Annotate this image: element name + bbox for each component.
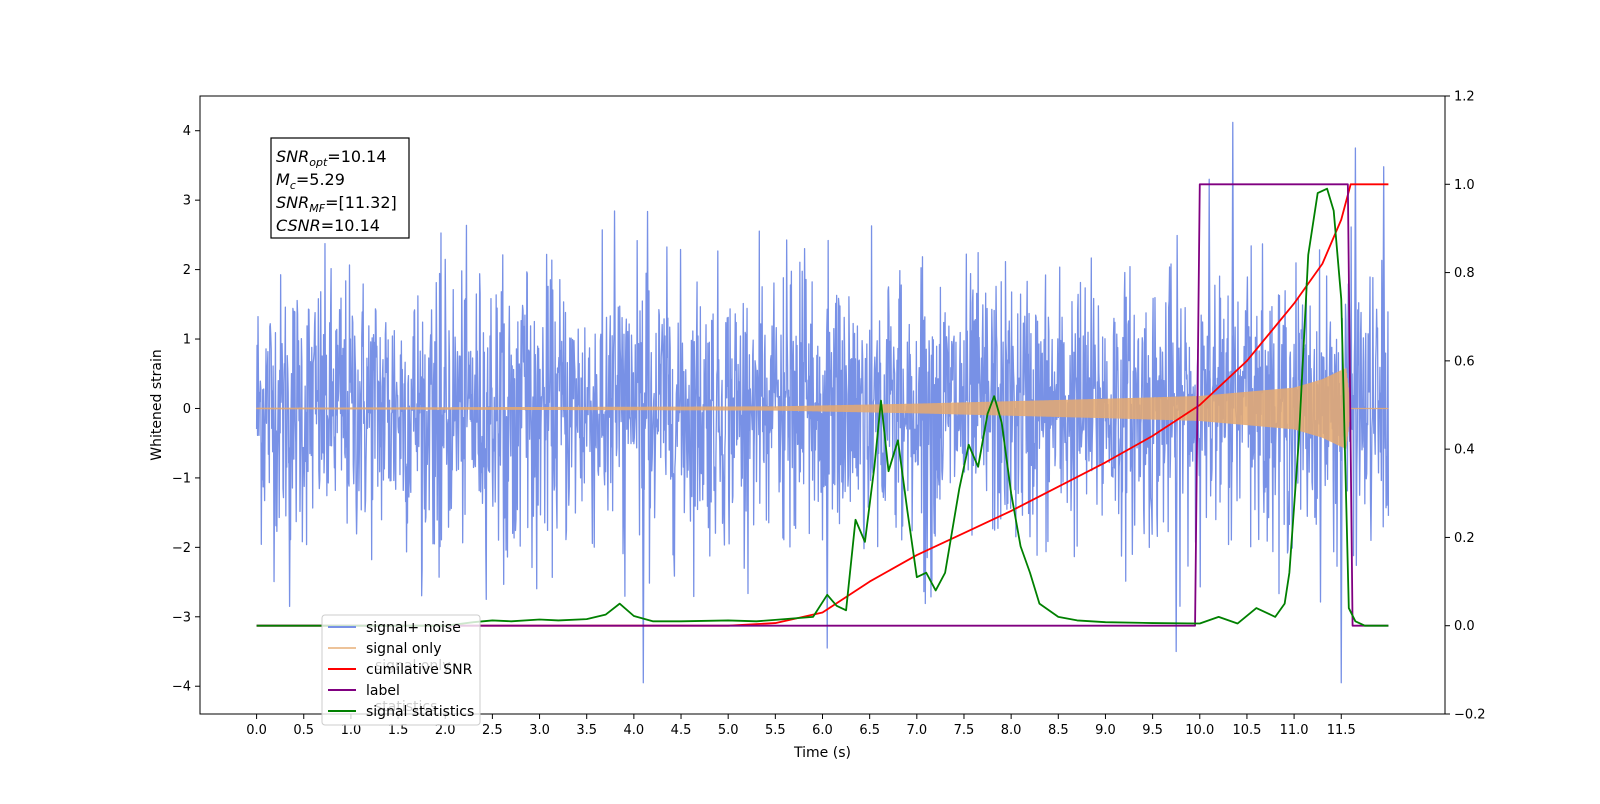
series-signal-statistics	[256, 187, 1389, 627]
stats-subscript: MF	[309, 202, 325, 215]
x-tick-label: 7.5	[954, 723, 975, 738]
x-tick-label: 11.5	[1327, 723, 1356, 738]
y-right-tick-label: 0.8	[1454, 266, 1475, 281]
y-right-tick-label: 0.0	[1454, 619, 1475, 634]
x-tick-label: 1.5	[388, 723, 409, 738]
legend-entry-label: signal+ noise	[366, 620, 461, 636]
stats-subscript: opt	[309, 156, 328, 169]
legend-frame	[321, 614, 481, 726]
stats-value: =10.14	[321, 216, 380, 235]
y-left-tick-label: −1	[172, 471, 191, 486]
y-right-tick-label: 0.6	[1454, 354, 1475, 369]
x-tick-label: 3.5	[576, 723, 597, 738]
x-tick-label: 0.0	[246, 723, 267, 738]
y-right-tick-label: 0.4	[1454, 443, 1475, 458]
stats-line: CSNR=10.14	[276, 216, 380, 235]
stats-line: SNRMF=[11.32]	[276, 193, 397, 215]
x-tick-label: 7.0	[906, 723, 927, 738]
series-signal-only	[256, 368, 1389, 449]
x-tick-label: 11.0	[1280, 723, 1309, 738]
stats-symbol: SNR	[276, 147, 309, 166]
stats-value: =5.29	[296, 170, 345, 189]
x-tick-label: 1.0	[341, 723, 362, 738]
legend-entry-label: label	[366, 683, 400, 699]
y-left-tick-label: 2	[183, 263, 191, 278]
x-tick-label: 10.0	[1185, 723, 1214, 738]
legend-entry-label: cumilative SNR	[366, 662, 473, 678]
y-right-tick-label: 0.2	[1454, 531, 1475, 546]
stats-box-frame	[270, 137, 410, 239]
x-tick-label: 8.5	[1048, 723, 1069, 738]
plot-clip-group	[255, 121, 1390, 684]
stats-symbol: SNR	[276, 193, 309, 212]
x-tick-label: 9.0	[1095, 723, 1116, 738]
y-right-tick-label: −0.2	[1454, 708, 1486, 723]
legend-entry-label: signal statistics	[366, 704, 474, 720]
x-tick-label: 4.5	[671, 723, 692, 738]
stats-symbol: M	[276, 170, 290, 189]
x-tick-label: 5.0	[718, 723, 739, 738]
axes: 0.0 0.5 1.0 1.5 2.0 2.5 3.0 3.5 4.0 4.5 5.0 5.5 6.0 6…	[149, 90, 1486, 762]
x-tick-label: 6.0	[812, 723, 833, 738]
series-label	[256, 183, 1389, 627]
x-tick-label: 10.5	[1232, 723, 1261, 738]
legend-entry-label: signal only	[366, 641, 441, 657]
y-right-tick-label: 1.0	[1454, 178, 1475, 193]
y-left-tick-label: 1	[183, 333, 191, 348]
y-axis-label: Whitened strain	[149, 349, 165, 460]
stats-value: =10.14	[327, 147, 386, 166]
x-tick-label: 0.5	[293, 723, 314, 738]
legend: signal onlystatisticssignal+ noisesignal…	[321, 614, 481, 726]
stats-symbol: CSNR	[276, 216, 321, 235]
y-left-tick-label: −4	[172, 680, 191, 695]
y-left-tick-label: 4	[183, 124, 191, 139]
x-tick-label: 6.5	[859, 723, 880, 738]
x-tick-label: 9.5	[1142, 723, 1163, 738]
y-left-tick-label: −3	[172, 610, 191, 625]
stats-line: SNRopt=10.14	[276, 147, 387, 169]
stats-box: SNRopt=10.14Mc=5.29SNRMF=[11.32]CSNR=10.…	[270, 137, 410, 239]
stats-subscript: c	[290, 179, 296, 192]
stats-value: =[11.32]	[325, 193, 397, 212]
plot-area	[255, 121, 1390, 684]
y-left-tick-label: 0	[183, 402, 191, 417]
x-tick-label: 4.0	[624, 723, 645, 738]
series-signal-noise	[255, 121, 1390, 684]
y-left-tick-label: −2	[172, 541, 191, 556]
x-tick-label: 3.0	[529, 723, 550, 738]
x-tick-label: 8.0	[1001, 723, 1022, 738]
x-tick-label: 5.5	[765, 723, 786, 738]
x-tick-label: 2.5	[482, 723, 503, 738]
x-axis-label: Time (s)	[793, 745, 851, 761]
y-right-tick-label: 1.2	[1454, 90, 1475, 105]
x-tick-label: 2.0	[435, 723, 456, 738]
y-left-tick-label: 3	[183, 194, 191, 209]
stats-line: Mc=5.29	[276, 170, 345, 192]
